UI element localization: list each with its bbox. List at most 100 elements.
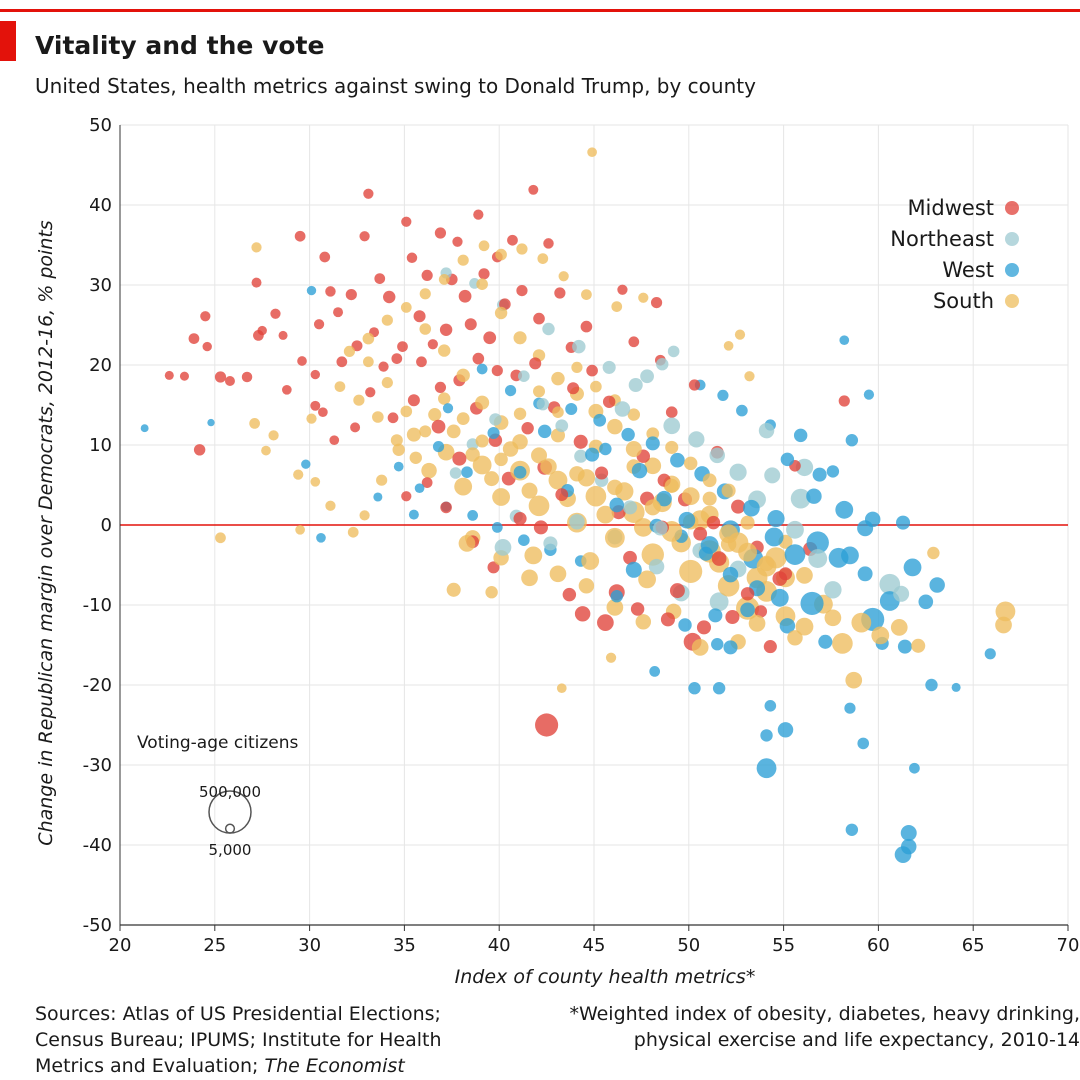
northeast-point-41 bbox=[648, 558, 665, 575]
midwest-point-102 bbox=[665, 406, 678, 419]
south-point-119 bbox=[721, 483, 736, 498]
northeast-point-18 bbox=[786, 520, 804, 539]
y-axis-label: Change in Republican margin over Democra… bbox=[35, 220, 57, 846]
south-point-5 bbox=[293, 469, 304, 480]
west-point-57 bbox=[864, 511, 881, 528]
northeast-point-20 bbox=[824, 581, 842, 599]
south-point-88 bbox=[569, 466, 585, 482]
south-point-97 bbox=[740, 515, 755, 530]
northeast-point-29 bbox=[574, 449, 588, 463]
midwest-point-95 bbox=[421, 477, 433, 488]
midwest-point-4 bbox=[202, 341, 212, 352]
midwest-point-78 bbox=[711, 551, 727, 566]
legend-swatch-midwest bbox=[1005, 201, 1019, 215]
west-point-69 bbox=[518, 534, 530, 547]
south-point-59 bbox=[446, 582, 461, 597]
northeast-point-5 bbox=[602, 360, 616, 374]
west-point-49 bbox=[688, 682, 701, 695]
midwest-point-117 bbox=[434, 381, 447, 393]
x-tick-label-10: 70 bbox=[1057, 935, 1080, 956]
south-point-141 bbox=[390, 434, 403, 447]
midwest-point-22 bbox=[333, 307, 344, 318]
south-point-30 bbox=[679, 559, 703, 583]
midwest-point-14 bbox=[282, 384, 292, 395]
midwest-point-26 bbox=[359, 231, 370, 242]
northeast-point-35 bbox=[449, 467, 462, 479]
south-point-101 bbox=[381, 377, 393, 389]
midwest-point-115 bbox=[472, 352, 485, 365]
midwest-point-72 bbox=[623, 550, 637, 565]
west-point-79 bbox=[670, 452, 685, 468]
northeast-point-33 bbox=[489, 413, 502, 426]
west-point-61 bbox=[722, 566, 739, 583]
south-point-152 bbox=[596, 505, 615, 524]
northeast-point-7 bbox=[656, 358, 669, 371]
midwest-point-13 bbox=[278, 330, 288, 340]
south-point-55 bbox=[549, 565, 567, 583]
south-point-104 bbox=[438, 392, 451, 405]
south-point-135 bbox=[381, 314, 393, 326]
x-tick-label-7: 55 bbox=[772, 935, 795, 956]
y-tick-label-10: -50 bbox=[83, 915, 112, 936]
west-point-22 bbox=[784, 544, 806, 565]
sources-line-2: Census Bureau; IPUMS; Institute for Heal… bbox=[35, 1029, 442, 1051]
northeast-point-37 bbox=[543, 536, 558, 551]
midwest-point-62 bbox=[452, 451, 467, 466]
south-point-162 bbox=[458, 535, 476, 552]
midwest-point-114 bbox=[491, 365, 503, 377]
west-point-82 bbox=[743, 499, 760, 517]
midwest-point-2 bbox=[188, 333, 200, 344]
south-point-131 bbox=[457, 254, 469, 266]
south-point-38 bbox=[832, 633, 853, 654]
midwest-point-124 bbox=[693, 526, 708, 541]
south-point-54 bbox=[578, 578, 595, 594]
south-point-166 bbox=[748, 615, 766, 632]
northeast-point-12 bbox=[688, 431, 705, 448]
west-point-98 bbox=[812, 467, 827, 482]
south-point-108 bbox=[513, 407, 527, 420]
south-point-86 bbox=[531, 447, 548, 464]
south-point-123 bbox=[638, 292, 649, 303]
midwest-point-45 bbox=[483, 331, 497, 345]
south-point-143 bbox=[428, 408, 442, 422]
northeast-point-6 bbox=[628, 377, 643, 393]
size-legend-title: Voting-age citizens bbox=[137, 733, 298, 753]
south-point-14 bbox=[392, 443, 405, 456]
legend-swatch-south bbox=[1005, 294, 1019, 308]
west-point-74 bbox=[393, 461, 404, 472]
south-point-65 bbox=[513, 331, 527, 345]
south-point-125 bbox=[581, 289, 592, 300]
midwest-point-89 bbox=[562, 587, 577, 602]
south-point-19 bbox=[472, 455, 492, 475]
x-tick-label-3: 35 bbox=[393, 935, 416, 956]
south-point-56 bbox=[521, 569, 538, 587]
south-point-90 bbox=[607, 479, 623, 496]
west-point-62 bbox=[698, 546, 713, 561]
midwest-point-1 bbox=[179, 371, 189, 381]
midwest-point-61 bbox=[431, 419, 446, 434]
west-point-77 bbox=[621, 427, 635, 442]
west-point-52 bbox=[793, 428, 808, 443]
midwest-point-51 bbox=[533, 312, 545, 325]
northeast-point-10 bbox=[614, 401, 631, 417]
midwest-point-16 bbox=[297, 356, 307, 366]
south-point-145 bbox=[465, 447, 480, 462]
midwest-point-77 bbox=[696, 620, 711, 635]
midwest-point-60 bbox=[407, 394, 420, 407]
south-point-7 bbox=[306, 413, 317, 424]
south-point-80 bbox=[419, 323, 432, 335]
west-point-1 bbox=[207, 418, 215, 427]
northeast-point-32 bbox=[518, 370, 530, 383]
y-tick-label-8: -30 bbox=[83, 755, 112, 776]
west-point-6 bbox=[408, 509, 419, 520]
west-point-101 bbox=[504, 385, 517, 397]
midwest-point-68 bbox=[555, 488, 569, 501]
sources-line-1: Sources: Atlas of US Presidential Electi… bbox=[35, 1003, 441, 1025]
west-point-90 bbox=[678, 618, 692, 632]
south-point-50 bbox=[691, 639, 709, 656]
midwest-point-90 bbox=[533, 520, 548, 535]
south-point-167 bbox=[824, 609, 842, 627]
south-point-142 bbox=[409, 451, 422, 464]
midwest-point-55 bbox=[580, 320, 593, 333]
midwest-point-101 bbox=[318, 407, 328, 418]
